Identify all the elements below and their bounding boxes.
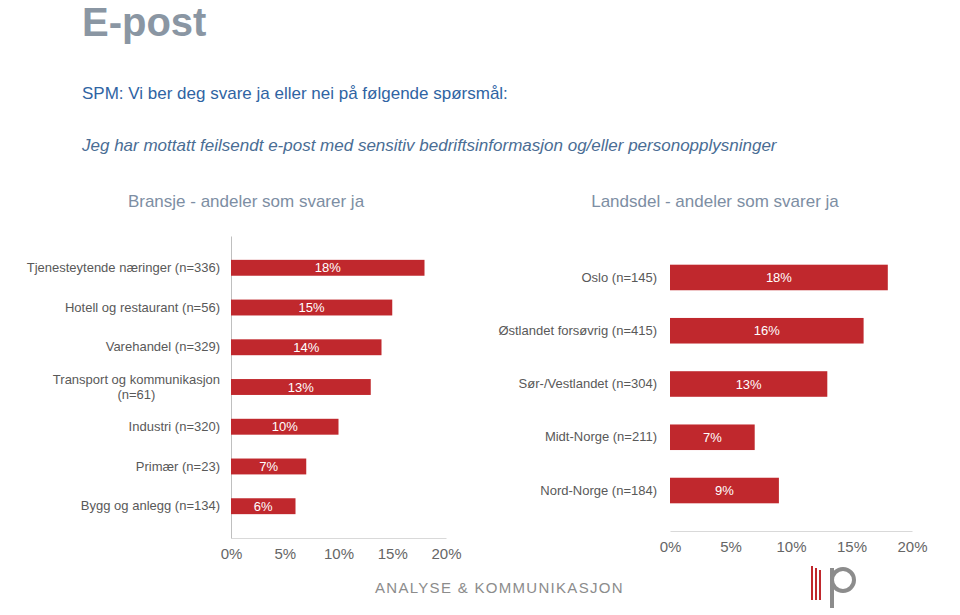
category-label: Bygg og anlegg (n=134)	[81, 498, 220, 513]
y-tick: Primær (n=23)	[136, 459, 231, 474]
category-label: Primær (n=23)	[136, 459, 220, 474]
category-label: Nord-Norge (n=184)	[540, 483, 657, 498]
footer: ANALYSE & KOMMUNIKASJON	[375, 579, 624, 596]
x-tick: 20%	[431, 538, 461, 562]
question: SPM: Vi ber deg svare ja eller nei på fø…	[82, 84, 508, 103]
x-axis: 0% 5% 10% 15% 20%	[660, 531, 928, 555]
x-tick: 10%	[776, 531, 806, 555]
y-tick: Sør-/Vestlandet (n=304)	[519, 376, 670, 391]
data-label: 18%	[766, 270, 792, 285]
x-tick-label: 0%	[221, 545, 243, 562]
x-tick-label: 5%	[720, 538, 742, 555]
y-tick: Transport og kommunikasjon(n=61)	[53, 372, 231, 402]
chart-title: Landsdel - andeler som svarer ja	[591, 192, 839, 211]
x-axis-line	[232, 538, 447, 539]
x-tick-label: 15%	[837, 538, 867, 555]
x-axis: 0% 5% 10% 15% 20%	[221, 538, 462, 562]
data-label: 16%	[754, 323, 780, 338]
data-label: 18%	[315, 260, 341, 275]
y-tick: Bygg og anlegg (n=134)	[81, 498, 231, 513]
x-tick: 0%	[221, 538, 243, 562]
y-axis: Tjenesteytende næringer (n=336) Hotell og…	[27, 237, 232, 539]
category-label: Tjenesteytende næringer (n=336)	[27, 260, 220, 275]
y-axis: Oslo (n=145) Østlandet forsøvrig (n=415) S…	[498, 238, 670, 532]
x-tick: 20%	[897, 531, 927, 555]
bar	[231, 459, 306, 475]
logo-stroke	[815, 568, 817, 600]
logo-bowl	[832, 569, 854, 591]
bar	[670, 424, 755, 450]
x-tick-label: 5%	[274, 545, 296, 562]
x-tick: 10%	[324, 538, 354, 562]
x-tick: 5%	[720, 531, 742, 555]
bar	[231, 498, 296, 514]
x-tick-label: 10%	[776, 538, 806, 555]
x-axis-line	[671, 531, 913, 532]
bar	[231, 339, 382, 355]
logo-stroke	[811, 566, 813, 600]
bar	[670, 265, 888, 291]
data-label: 14%	[293, 340, 319, 355]
y-tick: Hotell og restaurant (n=56)	[65, 300, 231, 315]
category-label: Sør-/Vestlandet (n=304)	[519, 376, 657, 391]
y-tick: Oslo (n=145)	[581, 270, 670, 285]
category-label: Varehandel (n=329)	[106, 339, 220, 354]
data-label: 13%	[736, 377, 762, 392]
category-label: Transport og kommunikasjon(n=61)	[53, 372, 220, 402]
chart-title: Bransje - andeler som svarer ja	[128, 192, 365, 211]
bar	[231, 419, 339, 435]
bar	[231, 300, 392, 316]
y-tick: Midt-Norge (n=211)	[545, 429, 670, 444]
data-label: 7%	[703, 430, 722, 445]
y-tick: Tjenesteytende næringer (n=336)	[27, 260, 231, 275]
data-label: 7%	[259, 459, 278, 474]
data-labels: 18% 15% 14% 13% 10% 7% 6%	[254, 260, 341, 513]
statement: Jeg har mottatt feilsendt e-post med sen…	[81, 136, 778, 155]
data-label: 15%	[299, 300, 325, 315]
x-tick-label: 20%	[431, 545, 461, 562]
x-tick: 5%	[274, 538, 296, 562]
x-tick-label: 15%	[378, 545, 408, 562]
bar	[670, 371, 827, 397]
category-label: Midt-Norge (n=211)	[545, 429, 657, 444]
logo	[812, 566, 854, 608]
y-tick: Varehandel (n=329)	[106, 339, 231, 354]
bars	[670, 265, 888, 504]
data-label: 10%	[272, 419, 298, 434]
y-tick: Nord-Norge (n=184)	[540, 483, 670, 498]
category-label: Østlandet forsøvrig (n=415)	[498, 323, 657, 338]
page: E-post SPM: Vi ber deg svare ja eller nei…	[0, 0, 960, 615]
category-label: Hotell og restaurant (n=56)	[65, 300, 220, 315]
logo-stroke	[819, 570, 821, 600]
data-label: 6%	[254, 499, 273, 514]
bar	[670, 318, 864, 344]
x-tick-label: 0%	[660, 538, 682, 555]
bar	[670, 478, 779, 504]
bar	[231, 379, 371, 395]
x-tick: 15%	[378, 538, 408, 562]
page-title: E-post	[82, 0, 206, 44]
x-tick-label: 20%	[897, 538, 927, 555]
chart: Bransje - andeler som svarer ja 0% 5% 10% 15…	[27, 192, 462, 562]
data-label: 13%	[288, 380, 314, 395]
x-tick-label: 10%	[324, 545, 354, 562]
bar	[231, 260, 425, 276]
chart: Landsdel - andeler som svarer ja 0% 5% 10% 1…	[498, 192, 927, 555]
data-label: 9%	[715, 483, 734, 498]
x-tick: 15%	[837, 531, 867, 555]
y-tick: Østlandet forsøvrig (n=415)	[498, 323, 670, 338]
y-tick: Industri (n=320)	[129, 419, 231, 434]
category-label: Oslo (n=145)	[581, 270, 657, 285]
bars	[231, 260, 425, 514]
data-labels: 18% 16% 13% 7% 9%	[703, 270, 792, 498]
x-tick: 0%	[660, 531, 682, 555]
category-label: Industri (n=320)	[129, 419, 220, 434]
